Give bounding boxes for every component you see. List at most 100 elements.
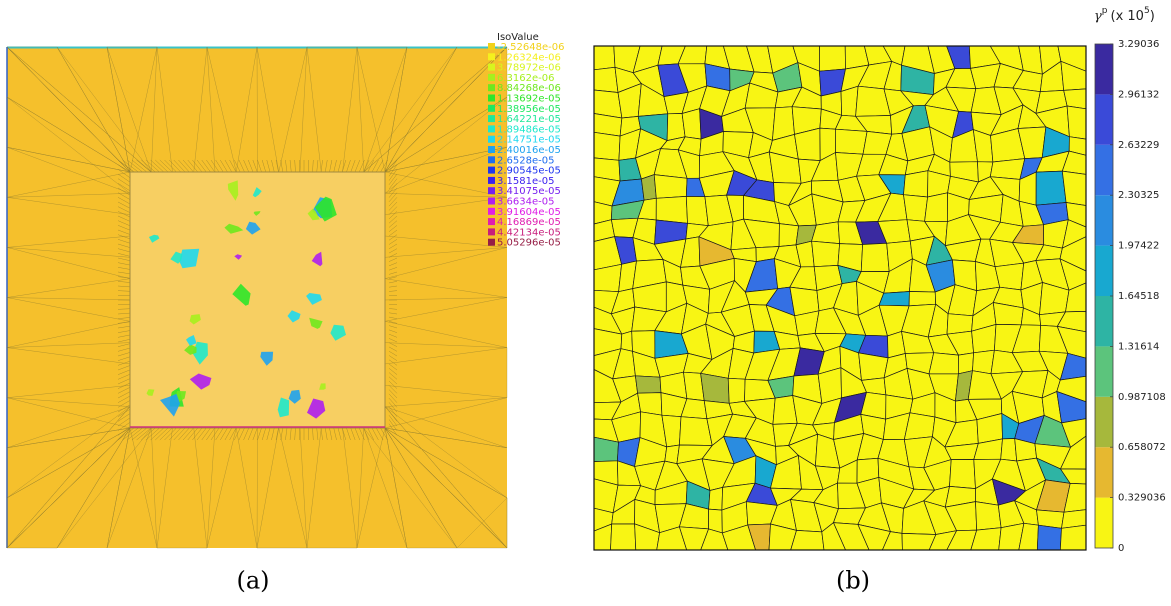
mesh-edge [371, 159, 379, 173]
strain-spot [330, 324, 346, 341]
mesh-edge [359, 159, 365, 173]
mesh-edge [6, 297, 131, 322]
mesh-edge [131, 159, 147, 173]
mesh-edge [384, 197, 508, 215]
mesh-edge [6, 427, 131, 449]
legend-label: -2.52648e-06 [497, 42, 564, 53]
mesh-edge [187, 427, 198, 441]
mesh-edge [388, 389, 398, 399]
mesh-edge [6, 247, 131, 279]
mesh-edge [388, 368, 398, 375]
mesh-edge [136, 427, 152, 441]
strain-spot [260, 351, 274, 366]
mesh-edge [6, 46, 152, 173]
mesh-edge [127, 427, 143, 441]
mesh-edge [388, 192, 398, 203]
colorbar-label: 0.987108 [1118, 392, 1166, 403]
strain-spot [189, 314, 201, 325]
legend-swatch [488, 63, 495, 71]
mesh-edge [56, 427, 131, 549]
mesh-edge [388, 321, 398, 324]
mesh-edge [106, 427, 131, 549]
mesh-edge [320, 427, 323, 441]
mesh-edge [388, 329, 398, 333]
mesh-edge [342, 46, 358, 173]
legend: IsoValue -2.52648e-061.26324e-063.78972e… [488, 32, 564, 249]
mesh-edge [388, 359, 398, 366]
strain-spot [179, 248, 200, 269]
strain-spot [232, 283, 251, 306]
mesh-edge [388, 385, 398, 394]
mesh-edge [363, 46, 508, 173]
mesh-edge [388, 308, 398, 310]
mesh-edge [388, 363, 398, 371]
mesh-edge [388, 164, 398, 177]
mesh-edge [384, 427, 508, 449]
grain [790, 530, 825, 551]
mesh-edge [131, 427, 147, 441]
mesh-edge [388, 201, 398, 211]
mesh-edge [145, 159, 160, 173]
mesh-edge [384, 193, 508, 198]
mesh-edge [388, 316, 398, 319]
mesh-edge [316, 427, 319, 441]
mesh-edge [388, 206, 398, 215]
mesh-edge [306, 46, 322, 173]
grain [655, 196, 688, 224]
mesh-edge [141, 159, 156, 173]
mesh-edge [289, 159, 292, 173]
mesh-edge [6, 197, 131, 215]
strain-spot [311, 251, 323, 267]
mesh-edge [261, 159, 266, 173]
mesh-lines [6, 46, 508, 549]
legend-swatch [488, 43, 495, 50]
mesh-edge [363, 159, 370, 173]
mesh-edge [350, 159, 356, 173]
legend-swatch [488, 125, 495, 133]
mesh-edge [388, 397, 398, 408]
mesh-edge [164, 427, 177, 441]
mesh-edge [342, 427, 347, 441]
mesh-edge [256, 427, 279, 549]
mesh-edge [388, 253, 398, 258]
grain [1000, 438, 1018, 462]
grain [811, 240, 840, 268]
mesh-edge [117, 159, 135, 173]
grains [593, 45, 1087, 551]
mesh-edge [6, 406, 131, 449]
legend-label: 2.6528e-05 [497, 155, 554, 166]
strain-spot [277, 397, 290, 418]
mesh-edge [6, 427, 131, 499]
mesh-edge [182, 427, 194, 441]
mesh-edge [384, 146, 508, 194]
legend-label: 2.14751e-05 [497, 135, 561, 146]
mesh-edge [384, 427, 393, 441]
legend-label: 1.38956e-05 [497, 104, 561, 115]
legend-label: 3.6634e-05 [497, 197, 554, 208]
mesh-edge [388, 350, 398, 357]
colorbar-label: 0.329036 [1118, 493, 1166, 504]
mesh-edge [346, 159, 351, 173]
grain [840, 85, 859, 117]
mesh-edge [206, 46, 216, 173]
mesh-edge [275, 159, 279, 173]
mesh-edge [155, 427, 169, 441]
grain [858, 352, 889, 381]
mesh-edge [252, 159, 258, 173]
grain [903, 412, 936, 441]
legend-label: 1.64221e-05 [497, 114, 561, 125]
colorbar-label: 2.63229 [1118, 140, 1159, 151]
mesh-edge [388, 406, 398, 417]
legend-label: 2.90545e-05 [497, 166, 561, 177]
mesh-edge [159, 427, 173, 441]
mesh-edge [206, 427, 216, 549]
mesh-edge [280, 159, 283, 173]
legend-label: 8.84268e-06 [497, 83, 561, 94]
strain-spot [234, 254, 242, 260]
mesh-edge [388, 423, 398, 436]
mesh-edge [384, 406, 508, 449]
mesh-edge [388, 173, 398, 185]
mesh-edge [261, 427, 266, 441]
